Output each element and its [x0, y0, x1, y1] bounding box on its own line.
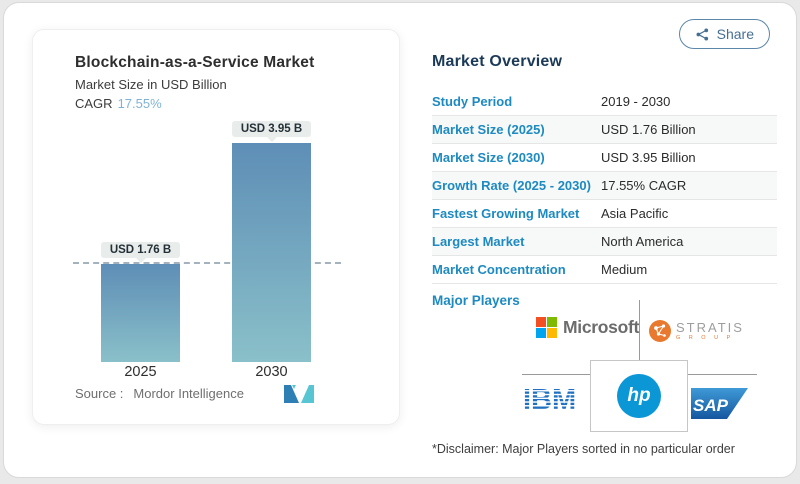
row-label: Growth Rate (2025 - 2030)	[432, 178, 591, 193]
row-value: 17.55% CAGR	[601, 178, 687, 193]
row-label: Market Concentration	[432, 262, 566, 277]
source-attribution: Source : Mordor Intelligence	[75, 386, 244, 401]
bar-2030: USD 3.95 B	[232, 121, 311, 362]
share-button-label: Share	[716, 26, 754, 42]
chart-panel: Blockchain-as-a-Service Market Market Si…	[32, 29, 400, 425]
reference-dashed-line	[73, 262, 341, 264]
row-label: Fastest Growing Market	[432, 206, 580, 221]
bar-2025: USD 1.76 B	[101, 242, 180, 362]
share-nodes-icon	[696, 28, 708, 40]
table-row: Market Concentration Medium	[432, 256, 777, 284]
hp-logo: hp	[617, 374, 661, 418]
cagr-value: 17.55%	[117, 96, 162, 111]
row-label: Market Size (2030)	[432, 150, 545, 165]
players-horizontal-divider-left	[522, 374, 591, 375]
table-row: Market Size (2025) USD 1.76 Billion	[432, 116, 777, 144]
row-label: Largest Market	[432, 234, 525, 249]
microsoft-logo: Microsoft	[536, 317, 639, 338]
bar-2030-value-label: USD 3.95 B	[232, 121, 311, 137]
stratis-group-text: G R O U P	[676, 334, 734, 341]
players-horizontal-divider-right	[686, 374, 757, 375]
label-caret-icon	[135, 258, 146, 263]
overview-table: Study Period 2019 - 2030 Market Size (20…	[432, 88, 777, 284]
chart-subtitle: Market Size in USD Billion	[75, 77, 227, 92]
stratis-orb-icon	[649, 320, 671, 342]
market-report-card: Blockchain-as-a-Service Market Market Si…	[3, 2, 797, 478]
x-axis-label-2030: 2030	[255, 364, 288, 380]
row-value: Medium	[601, 262, 648, 277]
disclaimer-text: *Disclaimer: Major Players sorted in no …	[432, 442, 735, 456]
bar-2025-value-label: USD 1.76 B	[101, 242, 180, 258]
players-vertical-divider	[639, 300, 640, 361]
bar-2025-column	[101, 264, 180, 362]
stratis-wordmark: STRATIS G R O U P	[676, 321, 744, 342]
row-value: North America	[601, 234, 684, 249]
mordor-intelligence-logo-icon	[284, 385, 314, 408]
ibm-logo: IBM	[523, 384, 589, 419]
microsoft-wordmark: Microsoft	[563, 317, 640, 337]
sap-logo: SAP	[691, 388, 748, 424]
source-label: Source :	[75, 386, 124, 401]
row-value: USD 3.95 Billion	[601, 150, 696, 165]
stratis-name-text: STRATIS	[676, 319, 744, 335]
table-row: Market Size (2030) USD 3.95 Billion	[432, 144, 777, 172]
table-row: Study Period 2019 - 2030	[432, 88, 777, 116]
microsoft-squares-icon	[536, 317, 557, 338]
source-value: Mordor Intelligence	[133, 386, 244, 401]
overview-title: Market Overview	[432, 53, 563, 70]
label-caret-icon	[266, 137, 277, 142]
table-row: Fastest Growing Market Asia Pacific	[432, 200, 777, 228]
row-label: Study Period	[432, 94, 513, 109]
row-value: 2019 - 2030	[601, 94, 671, 109]
hp-wordmark: hp	[627, 385, 651, 406]
svg-text:SAP: SAP	[693, 396, 729, 415]
stratis-logo: STRATIS G R O U P	[649, 320, 744, 342]
chart-cagr: CAGR 17.55%	[75, 96, 162, 111]
bar-2030-column	[232, 143, 311, 362]
row-value: Asia Pacific	[601, 206, 669, 221]
row-label: Market Size (2025)	[432, 122, 545, 137]
share-button[interactable]: Share	[678, 19, 770, 49]
major-players-label: Major Players	[432, 293, 520, 308]
chart-title: Blockchain-as-a-Service Market	[75, 54, 315, 71]
x-axis-label-2025: 2025	[124, 364, 157, 380]
table-row: Largest Market North America	[432, 228, 777, 256]
cagr-label: CAGR	[75, 96, 113, 111]
hp-logo-frame: hp	[590, 360, 688, 432]
row-value: USD 1.76 Billion	[601, 122, 696, 137]
table-row: Growth Rate (2025 - 2030) 17.55% CAGR	[432, 172, 777, 200]
